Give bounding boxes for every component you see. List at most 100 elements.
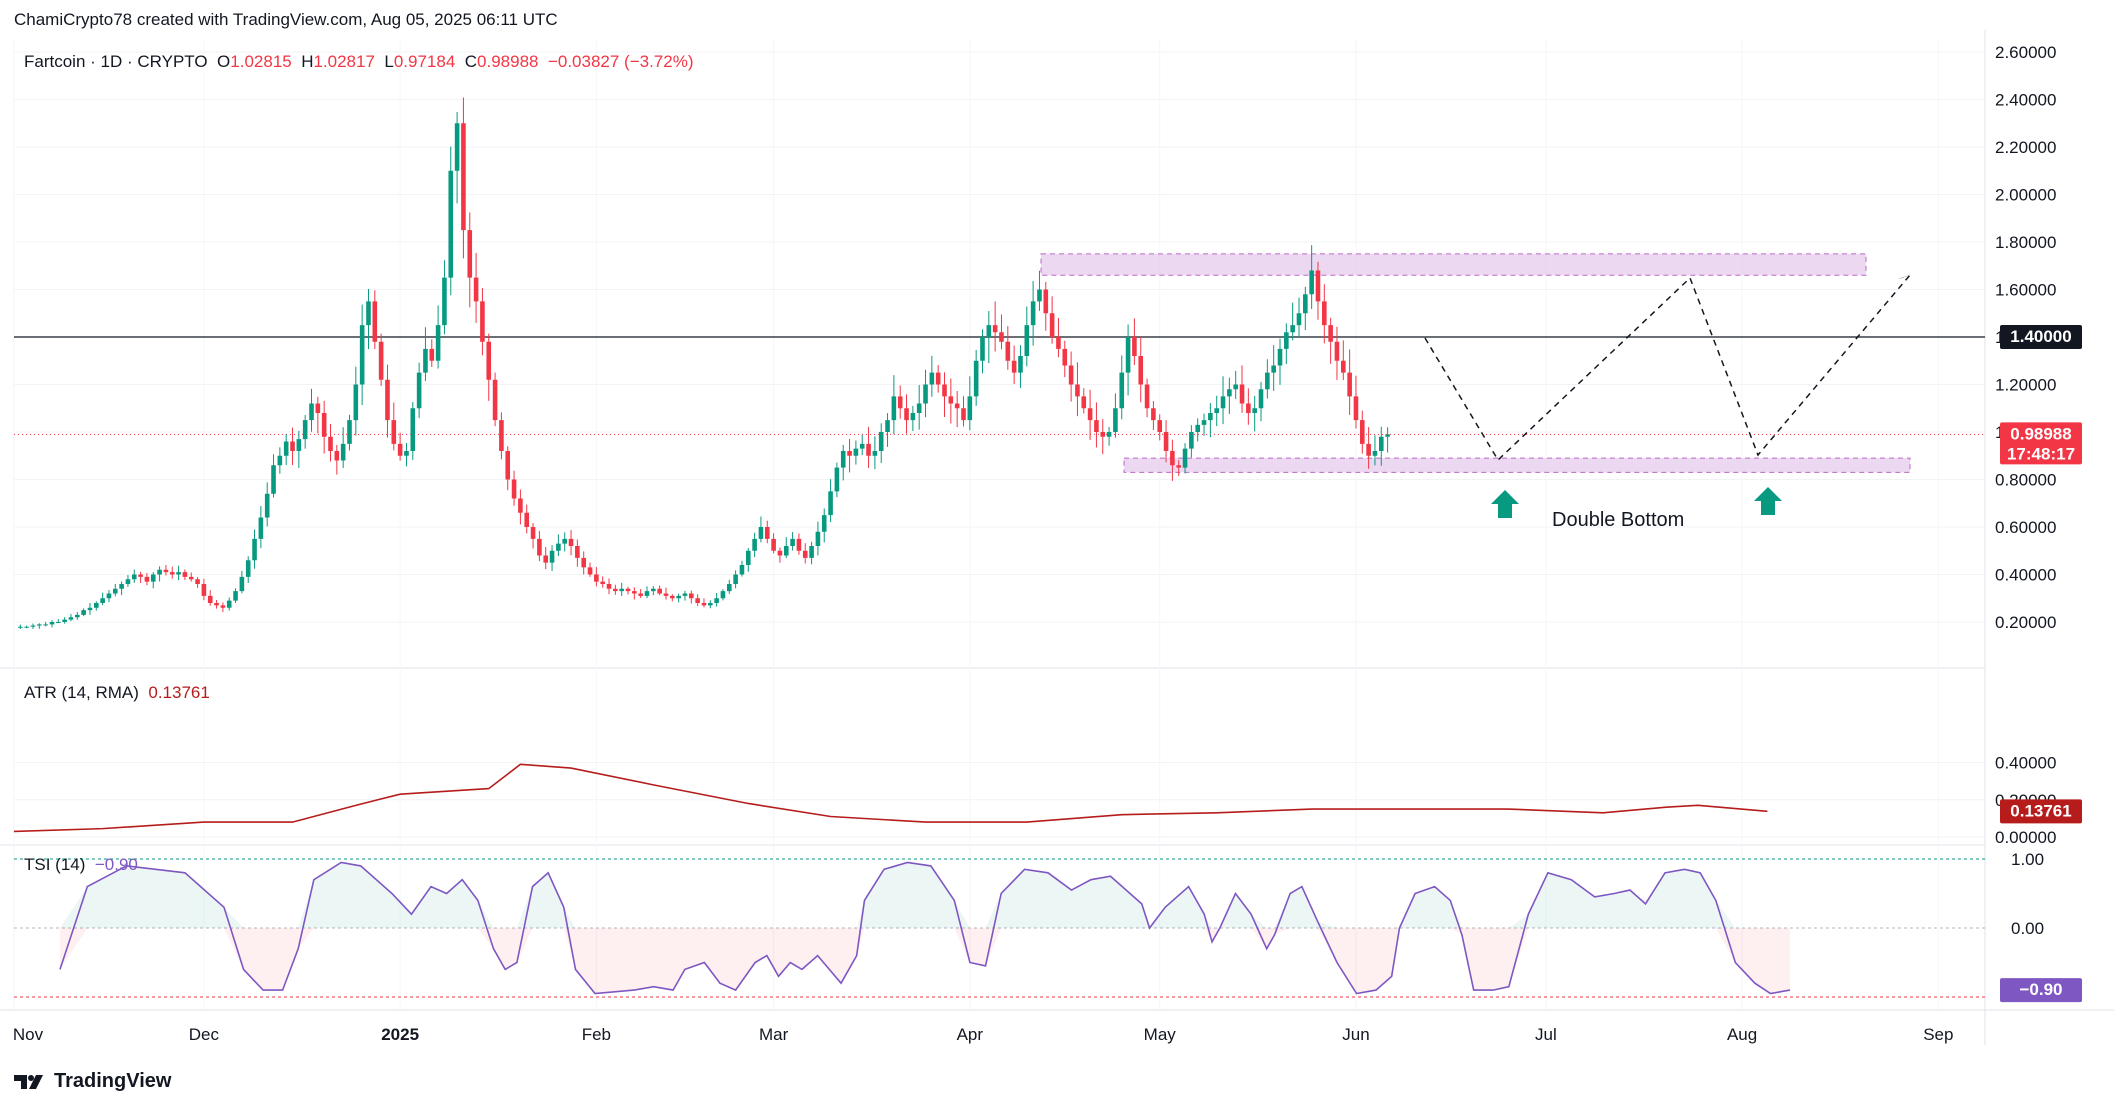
high-label: H (301, 52, 314, 71)
candle (935, 365, 941, 393)
candle-body (416, 372, 422, 409)
x-tick-label: Jul (1535, 1025, 1557, 1044)
candle (492, 372, 498, 427)
candle-body (499, 420, 504, 451)
candle (1151, 401, 1156, 430)
candle-body (878, 432, 884, 451)
candle (1284, 323, 1289, 365)
candle-body (486, 341, 492, 380)
candle (1322, 284, 1327, 344)
candle (537, 531, 542, 562)
candle-body (309, 403, 314, 421)
candle-body (18, 626, 23, 628)
y-tick-label: 2.20000 (1995, 138, 2056, 157)
candle (904, 394, 909, 434)
candle (1119, 355, 1125, 420)
candle (986, 311, 992, 364)
candle (973, 349, 979, 406)
candle (315, 396, 321, 434)
candle-body (302, 420, 308, 440)
candle (1195, 418, 1201, 442)
candle (499, 412, 504, 460)
tradingview-logo[interactable]: TradingView (14, 1070, 171, 1093)
candle-body (1347, 372, 1352, 397)
candle (1258, 381, 1264, 422)
candle (195, 577, 200, 588)
candle (587, 562, 593, 577)
candle (821, 508, 827, 543)
candle-body (587, 567, 593, 575)
candle-body (214, 603, 219, 606)
candle-body (1208, 413, 1213, 421)
candle-body (872, 451, 878, 456)
candle-body (961, 408, 966, 421)
candle (802, 543, 808, 564)
candle (1353, 375, 1359, 429)
candle (1385, 427, 1390, 453)
candle-body (1182, 448, 1188, 468)
tsi-legend[interactable]: TSI (14) −0.90 (24, 855, 138, 875)
candle-body (1303, 294, 1308, 314)
candle (885, 413, 890, 447)
candle (309, 388, 314, 432)
candle-body (575, 546, 580, 558)
attribution-text: ChamiCrypto78 created with TradingView.c… (14, 10, 558, 29)
candle-body (999, 332, 1004, 342)
candle (1075, 362, 1080, 417)
low-label: L (384, 52, 394, 71)
candle-body (207, 595, 213, 603)
candle-body (859, 443, 865, 449)
candle-body (1170, 451, 1175, 466)
level-badge-bg (2000, 325, 2082, 349)
candle-body (226, 600, 232, 608)
candle (201, 578, 207, 601)
price-zones (14, 253, 1985, 473)
open-value: 1.02815 (230, 52, 292, 71)
candle (581, 551, 586, 575)
candle-body (745, 550, 751, 565)
candle (796, 533, 802, 555)
candle-body (581, 557, 586, 568)
candle-body (556, 543, 561, 551)
candle-body (733, 574, 738, 584)
support-zone (1123, 457, 1911, 473)
atr-tick-label: 0.40000 (1995, 754, 2056, 773)
candle (359, 304, 365, 406)
candle-body (220, 605, 226, 608)
x-tick-label: Sep (1923, 1025, 1953, 1044)
candle (321, 400, 327, 454)
candle-body (125, 579, 131, 584)
candle (397, 432, 403, 461)
candle (442, 260, 447, 335)
candle (473, 252, 479, 323)
candle (1277, 338, 1283, 385)
tradingview-logo-icon (14, 1074, 43, 1089)
candle-body (1195, 424, 1201, 432)
tsi-negative-fill (60, 928, 1790, 994)
candle (1030, 281, 1036, 346)
candle-body (1296, 313, 1302, 326)
candle (708, 600, 713, 609)
candle (1378, 426, 1384, 466)
close-value: 0.98988 (477, 52, 539, 71)
candle (486, 333, 492, 401)
candle (1157, 414, 1163, 441)
candle (328, 423, 333, 462)
candle-body (1265, 372, 1270, 390)
candle-body (1030, 301, 1036, 326)
candle (1125, 324, 1131, 396)
symbol-label[interactable]: Fartcoin · 1D · CRYPTO (24, 52, 208, 71)
candle (277, 447, 283, 474)
candle (961, 396, 966, 427)
symbol-legend: Fartcoin · 1D · CRYPTO O1.02815 H1.02817… (24, 52, 694, 72)
candle-body (283, 441, 289, 456)
candle-body (809, 546, 814, 558)
atr-legend[interactable]: ATR (14, RMA) 0.13761 (24, 683, 210, 703)
resistance-zone (1040, 253, 1867, 276)
tradingview-logo-text: TradingView (54, 1070, 172, 1092)
candle-body (1246, 403, 1251, 413)
atr-line (13, 763, 1768, 833)
candle (575, 539, 580, 567)
candle (606, 578, 612, 595)
candle-body (271, 465, 276, 494)
